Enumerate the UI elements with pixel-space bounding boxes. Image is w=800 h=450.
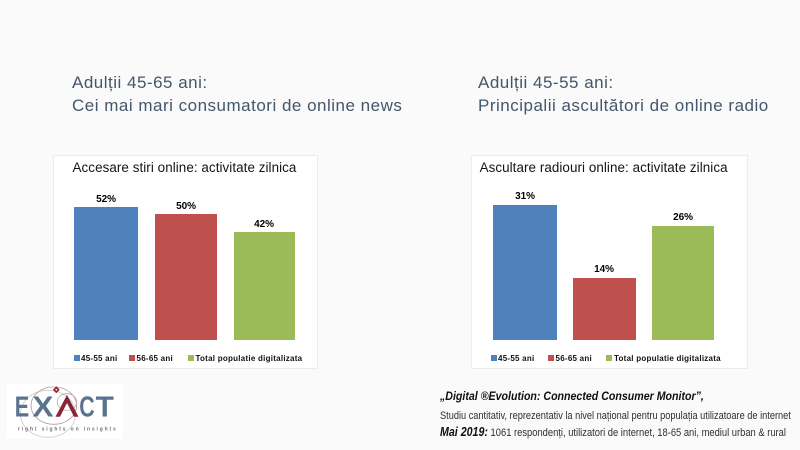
- svg-text:C: C: [79, 391, 94, 423]
- svg-text:T: T: [96, 391, 114, 424]
- svg-text:E: E: [15, 391, 29, 423]
- svg-text:X: X: [32, 391, 53, 423]
- svg-text:right sights on insights: right sights on insights: [18, 427, 118, 433]
